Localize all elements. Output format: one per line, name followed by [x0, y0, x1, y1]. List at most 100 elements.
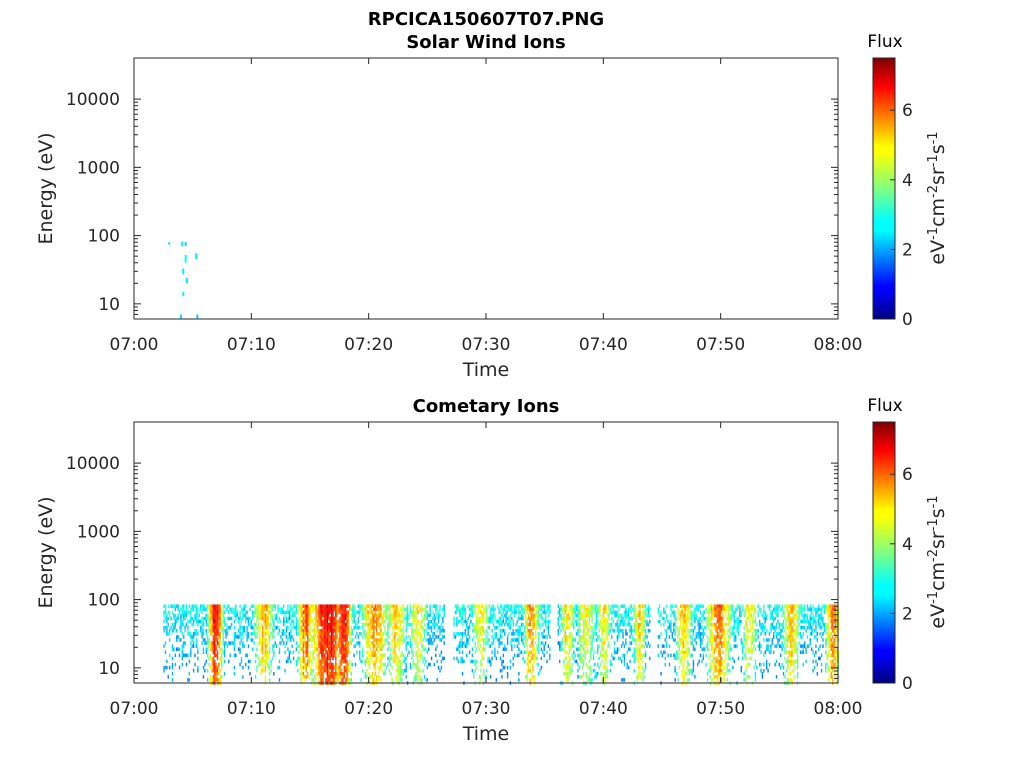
heatmap-cell — [491, 629, 493, 633]
heatmap-cell — [504, 644, 506, 648]
heatmap-cell — [482, 672, 485, 676]
heatmap-cell — [214, 638, 216, 642]
heatmap-cell — [252, 625, 254, 630]
heatmap-cell — [725, 653, 727, 658]
heatmap-cell — [398, 641, 400, 645]
heatmap-cell — [547, 632, 550, 636]
heatmap-cell — [499, 604, 502, 608]
heatmap-cell — [502, 610, 505, 615]
heatmap-cell — [219, 610, 222, 615]
heatmap-cell — [318, 662, 320, 667]
heatmap-cell — [639, 641, 641, 645]
heatmap-cell — [333, 653, 336, 658]
heatmap-cell — [322, 610, 324, 615]
heatmap-cell — [219, 632, 222, 636]
heatmap-cell — [415, 622, 417, 627]
heatmap-cell — [330, 613, 333, 618]
heatmap-cell — [205, 659, 207, 664]
heatmap-cell — [601, 647, 603, 651]
heatmap-cell — [589, 635, 592, 639]
heatmap-cell — [413, 635, 416, 639]
heatmap-cell — [698, 622, 700, 627]
heatmap-cell — [263, 659, 265, 664]
heatmap-cell — [698, 616, 700, 621]
heatmap-cell — [350, 662, 352, 667]
heatmap-cell — [367, 610, 369, 615]
heatmap-cell — [301, 635, 303, 639]
heatmap-cell — [577, 622, 579, 627]
heatmap-cell — [194, 662, 196, 667]
heatmap-cell — [412, 632, 414, 636]
heatmap-cell — [678, 629, 681, 633]
heatmap-cell — [468, 607, 471, 612]
heatmap-cell — [322, 650, 324, 655]
heatmap-cell — [319, 629, 322, 633]
heatmap-cell — [420, 613, 423, 618]
heatmap-cell — [718, 607, 720, 612]
heatmap-cell — [637, 659, 640, 664]
heatmap-cell — [309, 659, 312, 664]
heatmap-cell — [537, 632, 540, 636]
heatmap-cell — [429, 638, 431, 642]
heatmap-cell — [712, 638, 714, 642]
heatmap-cell — [670, 653, 672, 658]
heatmap-cell — [168, 632, 171, 636]
heatmap-cell — [681, 604, 683, 608]
heatmap-cell — [435, 610, 437, 615]
heatmap-cell — [381, 656, 383, 661]
heatmap-cell — [354, 644, 357, 648]
heatmap-cell — [519, 604, 521, 608]
heatmap-cell — [246, 632, 248, 636]
heatmap-cell — [567, 622, 569, 627]
heatmap-cell — [684, 650, 686, 655]
heatmap-cell — [425, 638, 427, 642]
heatmap-cell — [270, 604, 272, 608]
heatmap-cell — [636, 622, 638, 627]
heatmap-cell — [219, 656, 222, 661]
heatmap-cell — [346, 610, 348, 615]
heatmap-cell — [371, 650, 374, 655]
heatmap-cell — [575, 622, 578, 627]
heatmap-cell — [566, 678, 568, 682]
heatmap-cell — [214, 632, 216, 636]
heatmap-cell — [252, 613, 254, 618]
heatmap-cell — [489, 644, 492, 648]
heatmap-cell — [416, 675, 419, 679]
heatmap-cell — [771, 638, 773, 642]
heatmap-cell — [618, 647, 620, 651]
heatmap-cell — [263, 619, 265, 624]
heatmap-cell — [197, 619, 199, 624]
heatmap-cell — [478, 635, 481, 639]
heatmap-cell — [639, 662, 641, 667]
heatmap-cell — [299, 625, 302, 630]
heatmap-cell — [623, 619, 626, 624]
heatmap-cell — [230, 607, 233, 612]
heatmap-cell — [719, 622, 721, 627]
heatmap-cell — [643, 616, 645, 621]
heatmap-cell — [575, 604, 578, 608]
heatmap-cell — [770, 625, 772, 630]
heatmap-cell — [322, 619, 324, 624]
colorbar — [873, 58, 895, 319]
heatmap-cell — [312, 668, 314, 673]
heatmap-cell — [673, 613, 675, 618]
heatmap-cell — [411, 665, 413, 670]
heatmap-cell — [657, 653, 659, 658]
heatmap-cell — [680, 650, 682, 655]
heatmap-cell — [242, 625, 244, 630]
heatmap-cell — [425, 610, 427, 615]
heatmap-cell — [616, 625, 619, 630]
heatmap-cell — [325, 650, 327, 655]
heatmap-cell — [582, 635, 585, 639]
heatmap-cell — [463, 604, 465, 608]
heatmap-cell — [398, 678, 400, 682]
heatmap-cell — [243, 607, 245, 612]
heatmap-cell — [347, 632, 350, 636]
heatmap-cell — [315, 672, 317, 676]
heatmap-cell — [368, 653, 371, 658]
heatmap-cell — [616, 629, 619, 633]
heatmap-cell — [340, 607, 343, 612]
heatmap-cell — [777, 607, 779, 612]
heatmap-cell — [273, 653, 275, 658]
heatmap-cell — [190, 653, 192, 658]
